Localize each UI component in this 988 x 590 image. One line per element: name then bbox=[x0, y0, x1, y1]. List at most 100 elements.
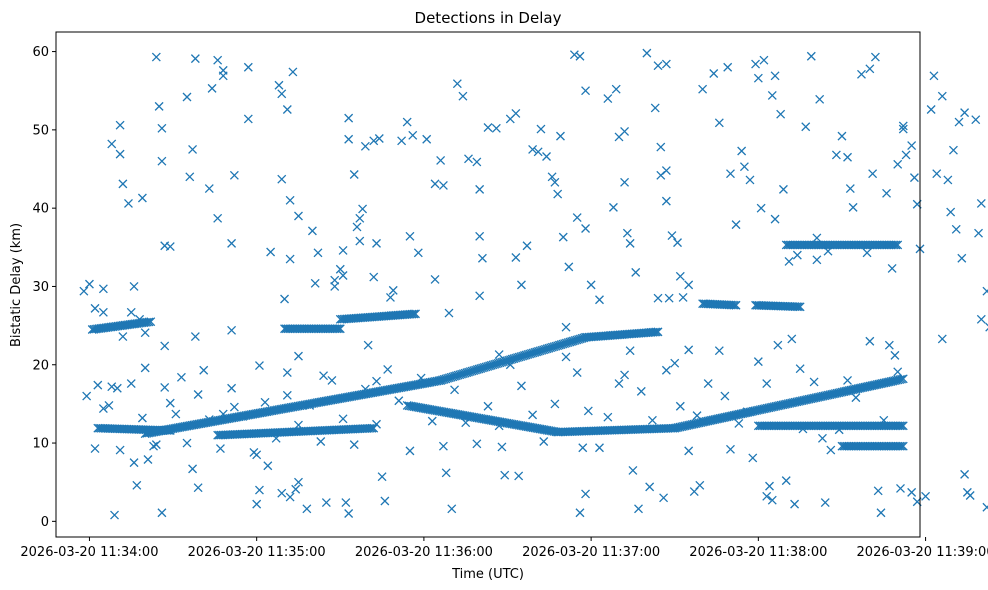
track-point bbox=[799, 395, 809, 405]
track-point bbox=[692, 418, 702, 428]
data-point bbox=[157, 156, 167, 166]
track-point bbox=[788, 398, 798, 408]
data-point bbox=[603, 94, 613, 104]
data-point bbox=[792, 250, 802, 260]
data-point bbox=[369, 272, 379, 282]
data-point bbox=[477, 253, 487, 263]
data-point bbox=[659, 493, 669, 503]
data-point bbox=[896, 483, 905, 493]
data-point bbox=[137, 413, 147, 423]
track-point bbox=[806, 394, 816, 404]
data-point bbox=[280, 294, 290, 304]
data-point bbox=[229, 170, 239, 180]
data-point bbox=[277, 89, 287, 99]
track-point bbox=[832, 388, 842, 398]
data-point bbox=[753, 73, 763, 83]
plot-frame bbox=[55, 31, 921, 538]
track-point bbox=[434, 376, 444, 386]
data-point bbox=[625, 346, 635, 356]
data-point bbox=[422, 134, 432, 144]
data-point bbox=[974, 228, 983, 238]
data-point bbox=[182, 438, 192, 448]
data-point bbox=[645, 482, 655, 492]
data-point bbox=[358, 204, 368, 214]
data-point bbox=[843, 375, 852, 385]
data-point bbox=[550, 177, 560, 187]
data-point bbox=[360, 141, 370, 151]
data-point bbox=[542, 152, 551, 161]
data-point bbox=[653, 293, 663, 303]
data-point bbox=[709, 69, 719, 78]
data-point bbox=[957, 253, 967, 263]
data-point bbox=[500, 470, 510, 480]
data-point bbox=[243, 62, 253, 72]
data-point bbox=[254, 485, 264, 495]
data-point bbox=[227, 325, 237, 335]
data-point bbox=[907, 141, 917, 150]
data-point bbox=[731, 220, 741, 230]
track-point bbox=[146, 317, 156, 327]
data-point bbox=[249, 447, 259, 457]
data-point bbox=[313, 248, 323, 258]
data-point bbox=[569, 50, 579, 60]
track-point bbox=[778, 400, 788, 410]
data-point bbox=[405, 231, 415, 241]
track-point bbox=[705, 416, 715, 426]
data-point bbox=[227, 383, 237, 393]
track-point bbox=[813, 392, 823, 402]
data-point bbox=[157, 123, 167, 133]
track-point bbox=[790, 397, 800, 407]
data-point bbox=[837, 131, 847, 141]
data-point bbox=[882, 188, 892, 198]
data-point bbox=[363, 340, 373, 350]
data-point bbox=[104, 401, 114, 410]
track-point bbox=[771, 401, 781, 411]
track-point bbox=[898, 374, 908, 384]
data-point bbox=[112, 383, 122, 393]
track-point bbox=[827, 389, 837, 399]
data-point bbox=[937, 91, 947, 101]
track-point bbox=[793, 302, 803, 312]
data-point bbox=[971, 115, 981, 125]
data-point bbox=[787, 334, 797, 344]
data-point bbox=[107, 382, 117, 392]
track-point bbox=[774, 401, 784, 411]
data-point bbox=[266, 247, 276, 257]
data-point bbox=[642, 48, 652, 58]
data-point bbox=[383, 364, 393, 374]
track-point bbox=[776, 400, 786, 410]
data-point bbox=[603, 412, 613, 422]
track-point bbox=[752, 406, 762, 415]
data-point bbox=[723, 62, 733, 72]
data-point bbox=[962, 487, 972, 497]
data-point bbox=[213, 213, 223, 223]
data-point bbox=[126, 307, 136, 317]
data-point bbox=[321, 498, 331, 508]
track-point bbox=[144, 317, 154, 327]
data-point bbox=[369, 136, 379, 146]
data-point bbox=[661, 59, 671, 69]
data-point bbox=[472, 439, 482, 449]
data-point bbox=[742, 407, 752, 417]
data-point bbox=[951, 224, 961, 234]
data-point bbox=[338, 414, 348, 424]
x-tick-label: 2026-03-20 11:34:00 bbox=[20, 545, 158, 560]
track-point bbox=[841, 386, 851, 396]
data-point bbox=[137, 193, 147, 203]
data-point bbox=[611, 84, 621, 94]
data-point bbox=[664, 293, 674, 303]
data-point bbox=[843, 152, 852, 162]
data-point bbox=[737, 146, 747, 156]
data-point bbox=[561, 352, 571, 362]
data-point bbox=[494, 421, 504, 431]
data-point bbox=[583, 406, 593, 416]
data-point bbox=[254, 361, 264, 370]
track-point bbox=[802, 395, 812, 405]
track-point bbox=[727, 411, 737, 421]
data-point bbox=[282, 390, 292, 400]
data-point bbox=[865, 64, 875, 74]
data-point bbox=[516, 280, 526, 290]
data-point bbox=[675, 401, 685, 411]
track-point bbox=[867, 381, 877, 391]
data-point bbox=[684, 446, 694, 456]
